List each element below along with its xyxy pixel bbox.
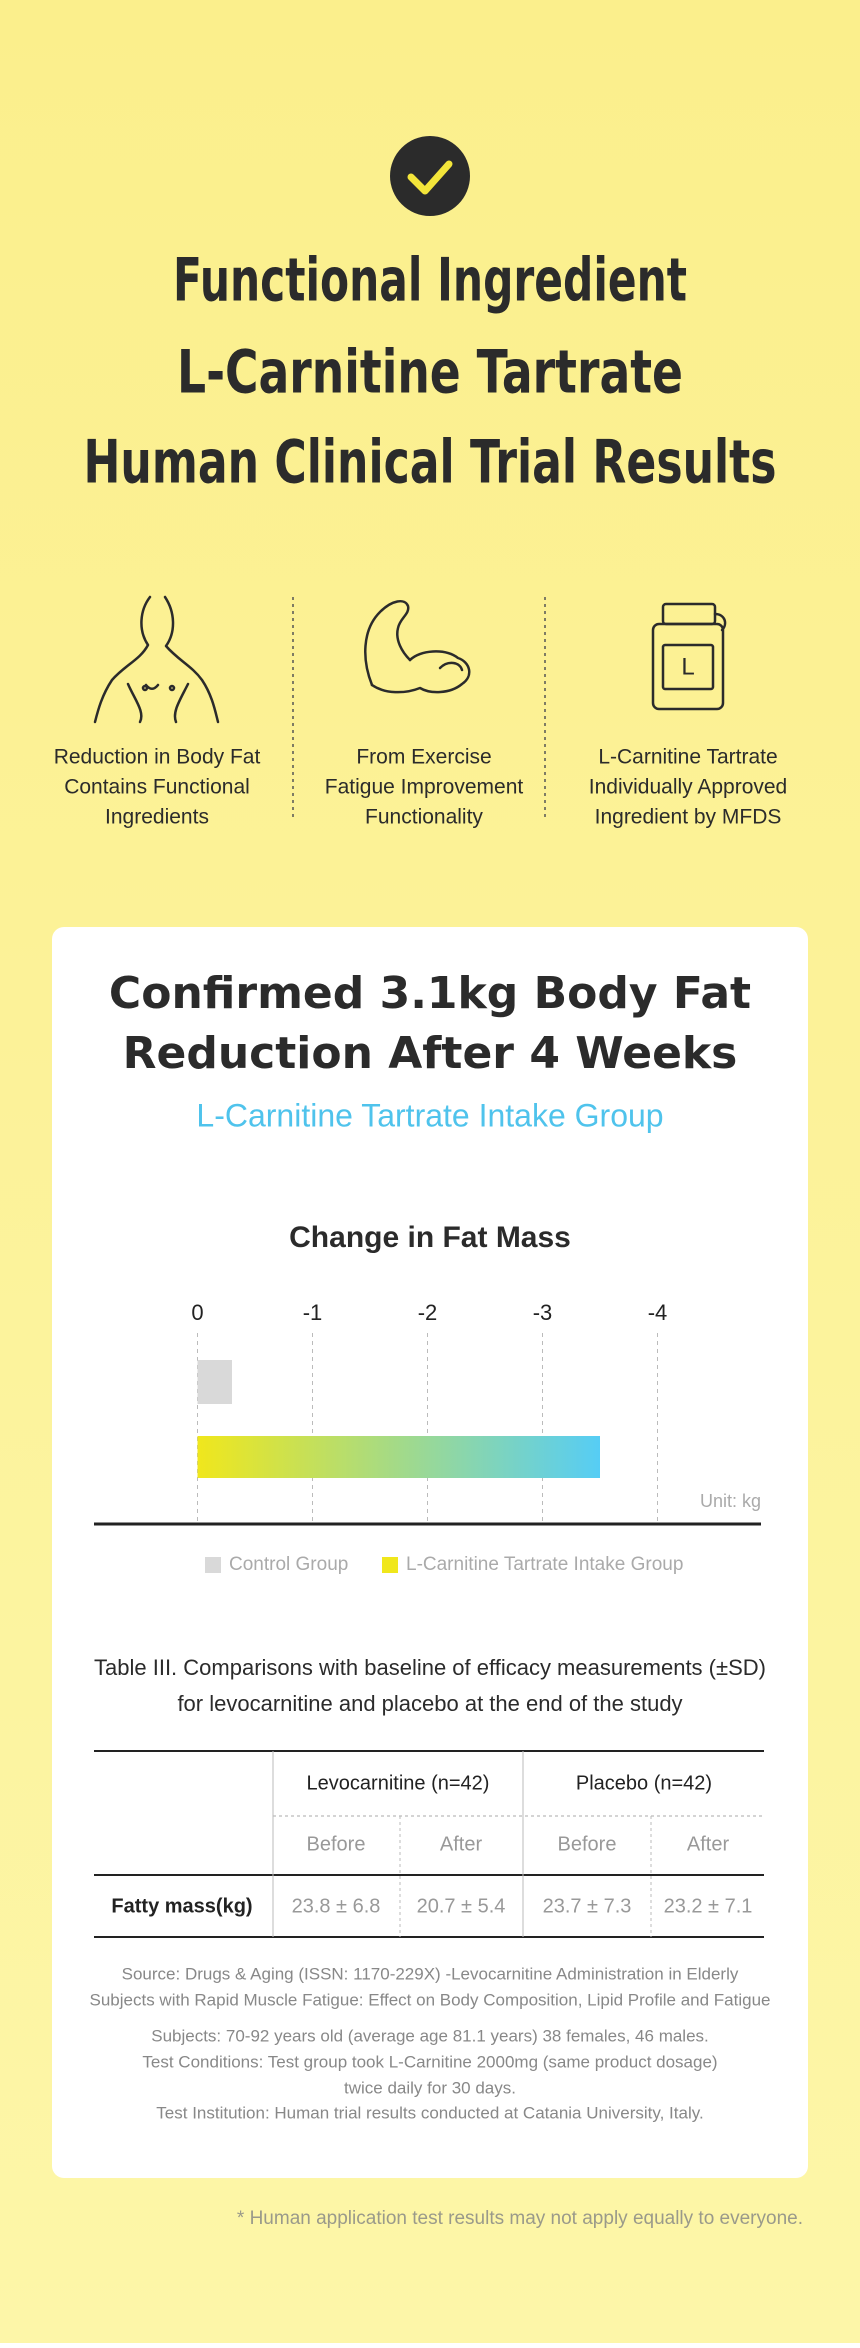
x-tick-label: -3 bbox=[533, 1300, 553, 1325]
table-group: Placebo (n=42) bbox=[576, 1772, 712, 1794]
feature-text: Reduction in Body Fat bbox=[54, 746, 261, 769]
feature-text: Functionality bbox=[365, 806, 483, 829]
chart-title: Change in Fat Mass bbox=[289, 1221, 571, 1254]
table-row-label: Fatty mass(kg) bbox=[111, 1895, 252, 1917]
source-text: Source: Drugs & Aging (ISSN: 1170-229X) … bbox=[122, 1964, 739, 1983]
table-subheader: After bbox=[687, 1833, 730, 1855]
bar bbox=[197, 1360, 232, 1404]
table-cell: 23.7 ± 7.3 bbox=[543, 1895, 632, 1917]
unit-label: Unit: kg bbox=[700, 1491, 761, 1511]
table-group: Levocarnitine (n=42) bbox=[307, 1772, 490, 1794]
x-tick-label: -2 bbox=[418, 1300, 438, 1325]
table-caption: Table III. Comparisons with baseline of … bbox=[94, 1655, 766, 1680]
arm-icon bbox=[364, 599, 471, 694]
legend-label: Control Group bbox=[229, 1554, 348, 1575]
note-text: Subjects: 70-92 years old (average age 8… bbox=[151, 2026, 709, 2045]
footnote: * Human application test results may not… bbox=[237, 2208, 803, 2229]
title-line: Functional Ingredient bbox=[173, 246, 687, 316]
feature-text: Contains Functional bbox=[64, 776, 250, 799]
source-text: Subjects with Rapid Muscle Fatigue: Effe… bbox=[90, 1990, 771, 2009]
feature-text: L-Carnitine Tartrate bbox=[598, 746, 777, 769]
check-icon bbox=[407, 160, 453, 195]
legend-swatch bbox=[205, 1557, 221, 1573]
body-icon bbox=[93, 595, 220, 724]
feature-text: Fatigue Improvement bbox=[325, 776, 524, 799]
feature-text: From Exercise bbox=[356, 746, 491, 769]
feature-text: Individually Approved bbox=[589, 776, 787, 799]
x-tick-label: 0 bbox=[191, 1300, 203, 1325]
bottle-icon bbox=[651, 602, 727, 711]
card-heading: Confirmed 3.1kg Body Fat bbox=[109, 968, 751, 1019]
table-cell: 20.7 ± 5.4 bbox=[417, 1895, 506, 1917]
chart: 0 -1 -2 -3 -4 Unit: kg Control Group L-Carnitin… bbox=[94, 1300, 761, 1575]
table-subheader: Before bbox=[558, 1833, 617, 1855]
x-tick-label: -4 bbox=[648, 1300, 668, 1325]
note-text: Test Institution: Human trial results co… bbox=[156, 2103, 703, 2122]
title-line: L-Carnitine Tartrate bbox=[177, 338, 683, 408]
x-tick-label: -1 bbox=[303, 1300, 323, 1325]
title-line: Human Clinical Trial Results bbox=[84, 428, 777, 498]
feature-text: Ingredients bbox=[105, 806, 209, 829]
table-subheader: After bbox=[440, 1833, 483, 1855]
card-subtitle: L-Carnitine Tartrate Intake Group bbox=[196, 1097, 663, 1133]
table-lines bbox=[94, 1750, 764, 1938]
bar bbox=[197, 1436, 600, 1478]
table-cell: 23.8 ± 6.8 bbox=[292, 1895, 381, 1917]
card-heading: Reduction After 4 Weeks bbox=[123, 1028, 738, 1079]
check-badge bbox=[390, 136, 470, 216]
legend-label: L-Carnitine Tartrate Intake Group bbox=[406, 1554, 683, 1575]
table-caption: for levocarnitine and placebo at the end… bbox=[177, 1691, 682, 1716]
legend-swatch bbox=[382, 1557, 398, 1573]
table-subheader: Before bbox=[307, 1833, 366, 1855]
card bbox=[52, 927, 808, 2178]
table-cell: 23.2 ± 7.1 bbox=[664, 1895, 753, 1917]
bottle-label: L bbox=[681, 653, 694, 680]
feature-text: Ingredient by MFDS bbox=[595, 806, 782, 829]
note-text: twice daily for 30 days. bbox=[344, 2078, 516, 2097]
note-text: Test Conditions: Test group took L-Carni… bbox=[142, 2052, 717, 2071]
